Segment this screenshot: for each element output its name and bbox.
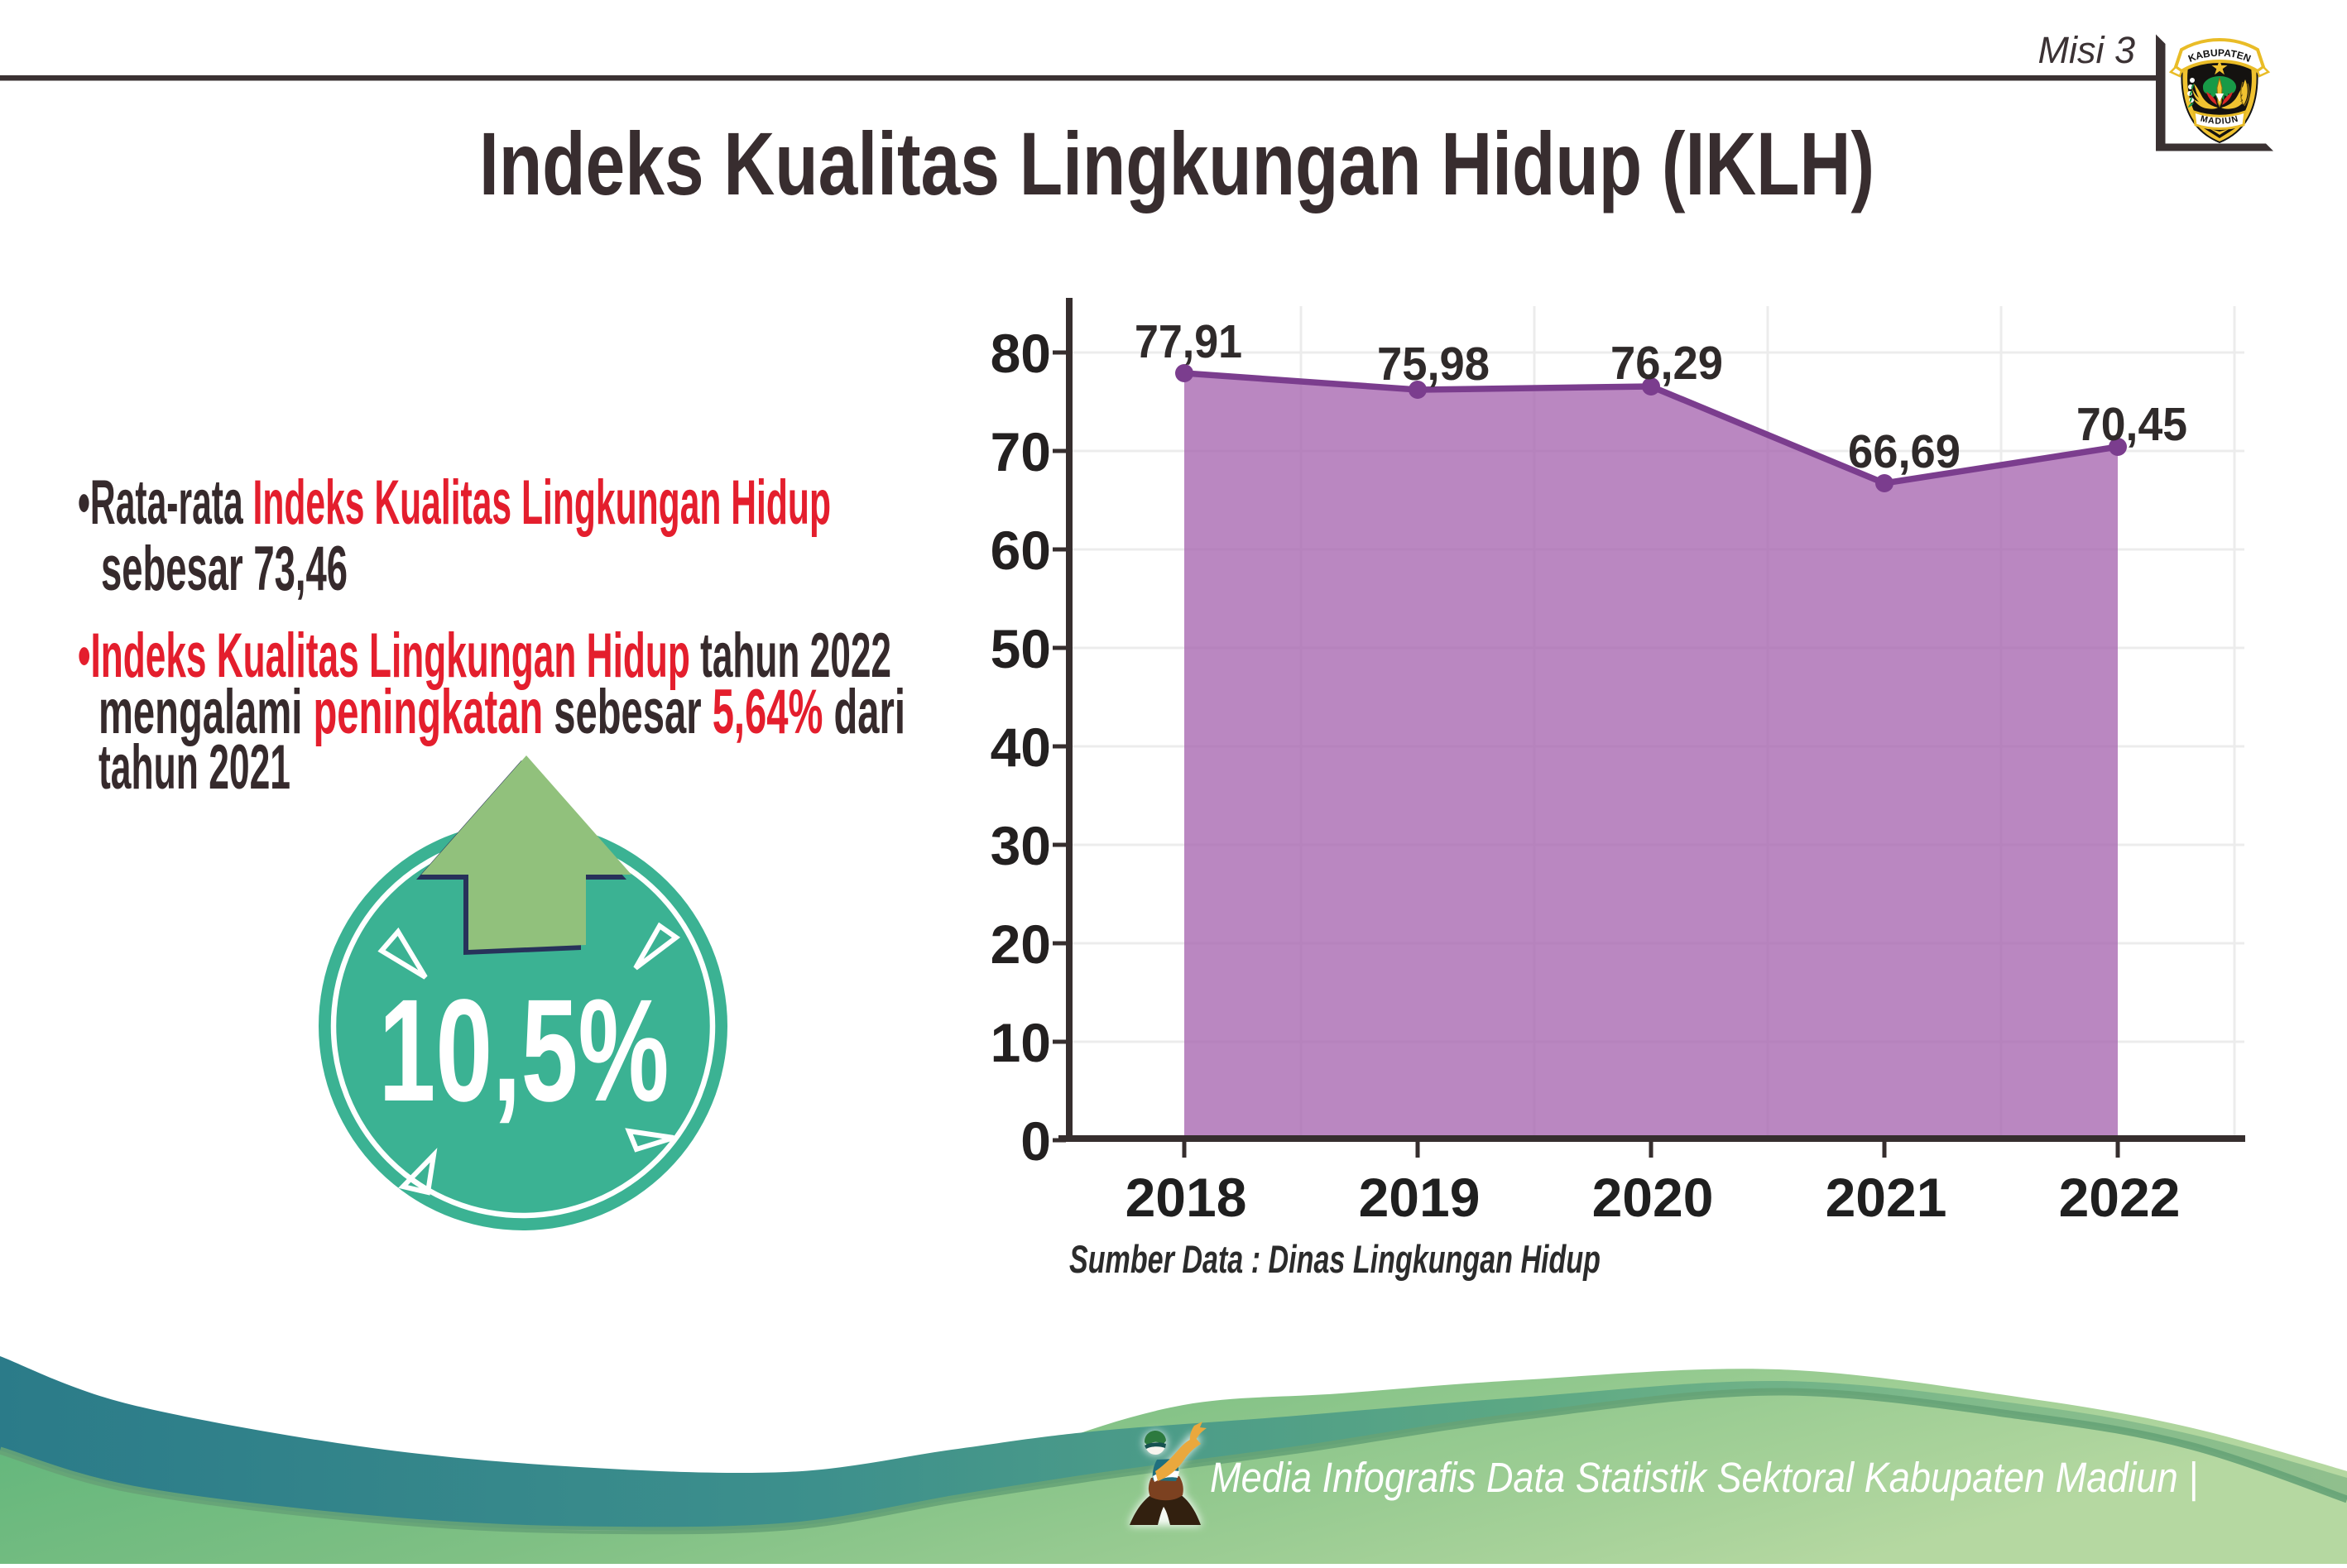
svg-text:70: 70 [991, 421, 1051, 482]
svg-text:•Indeks Kualitas Lingkungan Hi: •Indeks Kualitas Lingkungan Hidup tahun … [78, 621, 891, 691]
svg-text:75,98: 75,98 [1377, 338, 1490, 391]
svg-text:2020: 2020 [1592, 1167, 1714, 1228]
svg-text:20: 20 [991, 913, 1051, 975]
svg-text:10,5%: 10,5% [379, 970, 670, 1132]
svg-text:mengalami peningkatan sebesar: mengalami peningkatan sebesar 5,64% dari [98, 677, 905, 747]
svg-text:sebesar 73,46: sebesar 73,46 [101, 534, 348, 604]
svg-text:KABUPATEN: KABUPATEN [2186, 47, 2253, 65]
svg-text:2021: 2021 [1826, 1167, 1947, 1228]
svg-text:2019: 2019 [1359, 1167, 1481, 1228]
svg-text:Indeks Kualitas Lingkungan Hid: Indeks Kualitas Lingkungan Hidup (IKLH) [479, 113, 1874, 213]
svg-text:•Rata-rata Indeks Kualitas Lin: •Rata-rata Indeks Kualitas Lingkungan Hi… [78, 468, 831, 538]
svg-text:40: 40 [991, 717, 1051, 778]
svg-text:70,45: 70,45 [2076, 398, 2187, 451]
svg-text:77,91: 77,91 [1135, 315, 1242, 368]
svg-text:Sumber Data : Dinas Lingkungan: Sumber Data : Dinas Lingkungan Hidup [1069, 1237, 1601, 1281]
svg-text:MADIUN: MADIUN [2200, 113, 2240, 126]
svg-text:66,69: 66,69 [1848, 425, 1961, 478]
svg-text:50: 50 [991, 618, 1051, 679]
svg-text:76,29: 76,29 [1610, 337, 1723, 390]
svg-text:Media Infografis Data Statisti: Media Infografis Data Statistik Sektoral… [1210, 1454, 2198, 1501]
svg-text:0: 0 [1020, 1110, 1051, 1172]
svg-text:Misi 3: Misi 3 [2037, 29, 2135, 71]
svg-text:tahun 2021: tahun 2021 [98, 732, 290, 803]
svg-text:60: 60 [991, 520, 1051, 581]
svg-text:80: 80 [991, 323, 1051, 384]
svg-text:30: 30 [991, 815, 1051, 876]
svg-text:10: 10 [991, 1012, 1051, 1073]
svg-text:2022: 2022 [2059, 1167, 2181, 1228]
svg-text:2018: 2018 [1126, 1167, 1247, 1228]
